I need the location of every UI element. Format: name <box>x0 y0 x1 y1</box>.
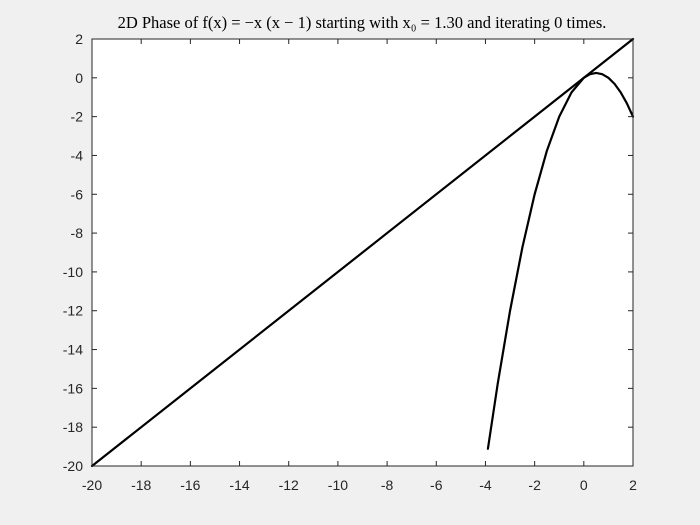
y-tick-label: -14 <box>63 342 83 358</box>
x-tick-label: -10 <box>328 477 348 493</box>
x-axis: -20 -18 -16 -14 -12 -10 -8 -6 -4 -2 0 2 <box>82 39 637 493</box>
x-tick-label: -6 <box>430 477 443 493</box>
axes-box <box>91 38 634 467</box>
y-tick-label: -18 <box>63 419 83 435</box>
y-tick-label: -16 <box>63 380 83 396</box>
y-tick-label: -20 <box>63 458 83 474</box>
x-tick-label: -12 <box>279 477 299 493</box>
series-line-function-curve <box>486 71 635 450</box>
y-tick-label: -8 <box>71 225 84 241</box>
y-tick-label: 2 <box>75 31 83 47</box>
y-axis: -20-18-16-14-12-10-8-6-4-202 <box>63 31 633 474</box>
x-tick-label: -18 <box>131 477 151 493</box>
y-tick-label: 0 <box>75 70 83 86</box>
y-tick-label: -12 <box>63 303 83 319</box>
chart-title: 2D Phase of f(x) = −x (x − 1) starting w… <box>118 13 607 32</box>
x-tick-label: 0 <box>580 477 588 493</box>
series-line-identity-line <box>90 37 635 468</box>
y-tick-label: -2 <box>71 109 84 125</box>
y-tick-label: -10 <box>63 264 83 280</box>
x-tick-label: -8 <box>381 477 394 493</box>
x-tick-label: -16 <box>180 477 200 493</box>
x-tick-label: -4 <box>479 477 492 493</box>
y-tick-label: -6 <box>71 186 84 202</box>
x-tick-label: -20 <box>82 477 102 493</box>
x-tick-label: 2 <box>629 477 637 493</box>
x-tick-label: -2 <box>528 477 541 493</box>
x-tick-label: -14 <box>229 477 249 493</box>
series-layer <box>90 37 635 468</box>
y-tick-label: -4 <box>71 147 84 163</box>
